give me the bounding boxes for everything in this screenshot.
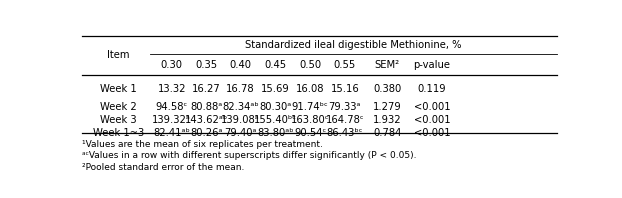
Text: 86.43ᵇᶜ: 86.43ᵇᶜ (327, 128, 363, 138)
Text: 0.40: 0.40 (230, 60, 252, 69)
Text: <0.001: <0.001 (414, 128, 450, 138)
Text: SEM²: SEM² (374, 60, 400, 69)
Text: 80.88ᵃ: 80.88ᵃ (190, 102, 223, 112)
Text: 79.40ᵃ: 79.40ᵃ (225, 128, 257, 138)
Text: 155.40ᵇᶜ: 155.40ᵇᶜ (254, 115, 297, 125)
Text: 15.16: 15.16 (330, 84, 359, 94)
Text: 0.35: 0.35 (195, 60, 218, 69)
Text: Standardized ileal digestible Methionine, %: Standardized ileal digestible Methionine… (246, 40, 462, 50)
Text: ²Pooled standard error of the mean.: ²Pooled standard error of the mean. (81, 163, 244, 172)
Text: 16.08: 16.08 (296, 84, 324, 94)
Text: 1.932: 1.932 (373, 115, 402, 125)
Text: 79.33ᵃ: 79.33ᵃ (328, 102, 361, 112)
Text: <0.001: <0.001 (414, 102, 450, 112)
Text: 0.784: 0.784 (373, 128, 401, 138)
Text: 90.54ᶜ: 90.54ᶜ (294, 128, 326, 138)
Text: Item: Item (108, 50, 130, 60)
Text: <0.001: <0.001 (414, 115, 450, 125)
Text: 82.34ᵃᵇ: 82.34ᵃᵇ (222, 102, 259, 112)
Text: 16.27: 16.27 (192, 84, 221, 94)
Text: 82.41ᵃᵇ: 82.41ᵃᵇ (153, 128, 190, 138)
Text: 164.78ᶜ: 164.78ᶜ (325, 115, 364, 125)
Text: 0.119: 0.119 (418, 84, 447, 94)
Text: 0.30: 0.30 (160, 60, 183, 69)
Text: 0.380: 0.380 (373, 84, 401, 94)
Text: p-value: p-value (414, 60, 450, 69)
Text: ᵃᶜValues in a row with different superscripts differ significantly (P < 0.05).: ᵃᶜValues in a row with different supersc… (81, 151, 416, 160)
Text: Week 3: Week 3 (100, 115, 137, 125)
Text: 91.74ᵇᶜ: 91.74ᵇᶜ (292, 102, 328, 112)
Text: 0.45: 0.45 (264, 60, 287, 69)
Text: 0.50: 0.50 (299, 60, 321, 69)
Text: 139.08ᵃ: 139.08ᵃ (221, 115, 260, 125)
Text: 13.32: 13.32 (157, 84, 186, 94)
Text: 15.69: 15.69 (261, 84, 290, 94)
Text: ¹Values are the mean of six replicates per treatment.: ¹Values are the mean of six replicates p… (81, 140, 322, 149)
Text: 143.62ᵃᵇ: 143.62ᵃᵇ (185, 115, 228, 125)
Text: 80.30ᵃ: 80.30ᵃ (259, 102, 292, 112)
Text: 83.80ᵃᵇ: 83.80ᵃᵇ (257, 128, 294, 138)
Text: 94.58ᶜ: 94.58ᶜ (156, 102, 188, 112)
Text: 16.78: 16.78 (226, 84, 255, 94)
Text: 0.55: 0.55 (333, 60, 356, 69)
Text: Week 2: Week 2 (100, 102, 137, 112)
Text: Week 1: Week 1 (100, 84, 137, 94)
Text: 139.32ᵃ: 139.32ᵃ (152, 115, 191, 125)
Text: 1.279: 1.279 (373, 102, 402, 112)
Text: Week 1~3: Week 1~3 (93, 128, 144, 138)
Text: 80.26ᵃ: 80.26ᵃ (190, 128, 223, 138)
Text: 163.80ᶜ: 163.80ᶜ (291, 115, 329, 125)
